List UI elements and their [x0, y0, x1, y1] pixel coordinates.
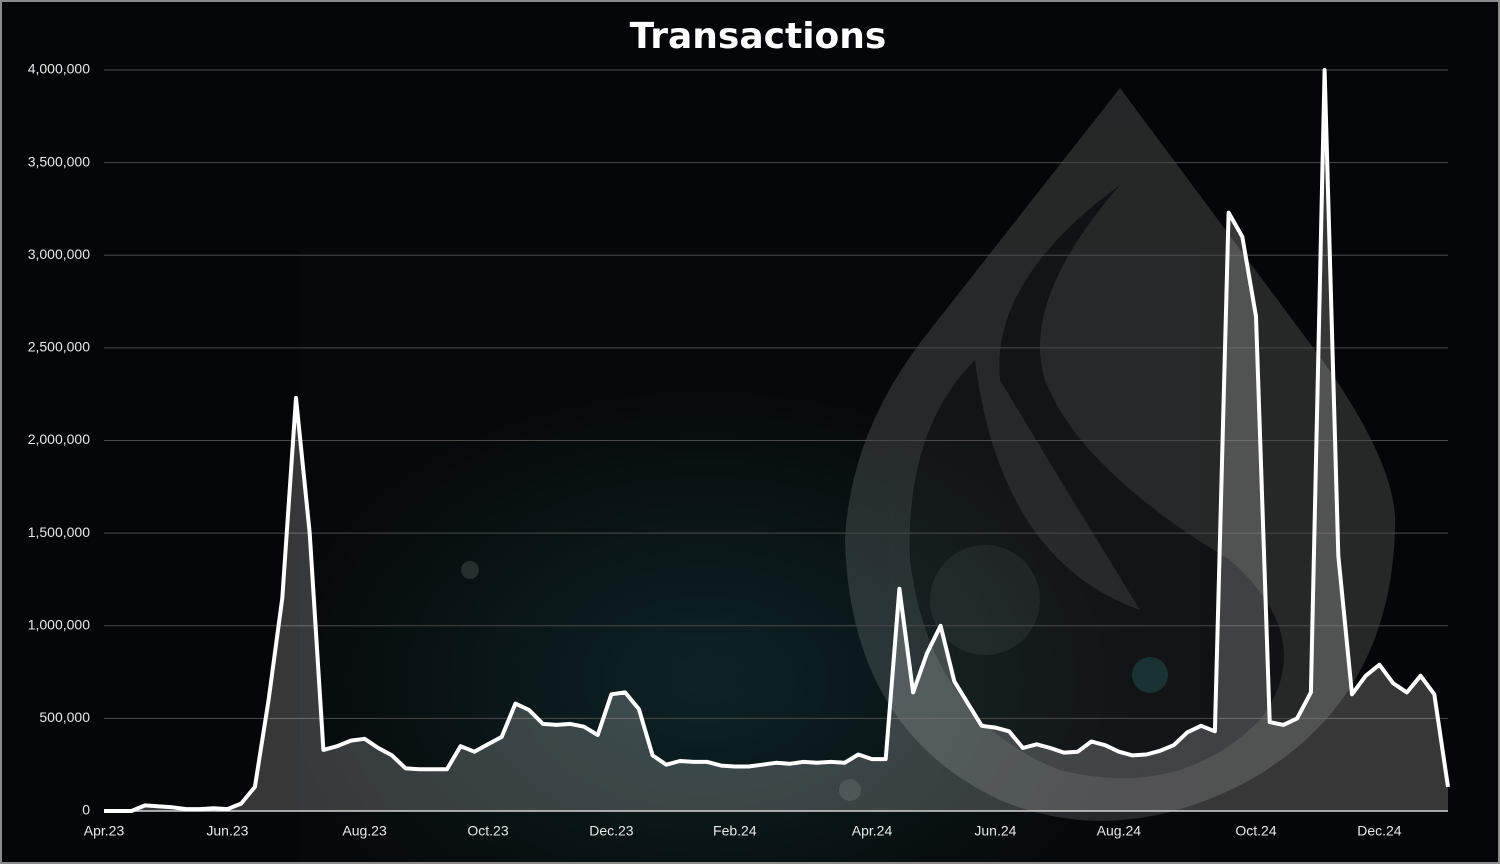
x-tick-label: Apr.23: [84, 823, 125, 839]
y-tick-label: 4,000,000: [28, 61, 90, 77]
y-tick-label: 0: [82, 802, 90, 818]
x-tick-label: Oct.23: [467, 823, 508, 839]
y-tick-label: 1,500,000: [28, 524, 90, 540]
x-tick-label: Jun.24: [974, 823, 1016, 839]
y-tick-label: 1,000,000: [28, 616, 90, 632]
x-tick-label: Oct.24: [1235, 823, 1276, 839]
y-tick-label: 2,000,000: [28, 431, 90, 447]
chart-title: Transactions: [630, 16, 887, 57]
decor-bubble: [461, 561, 479, 579]
line: [104, 68, 1450, 813]
decor-bubble: [839, 779, 861, 801]
x-tick-label: Feb.24: [713, 823, 757, 839]
decor-bubble: [930, 545, 1040, 655]
y-tick-label: 3,000,000: [28, 246, 90, 262]
y-tick-label: 3,500,000: [28, 153, 90, 169]
x-tick-label: Aug.23: [342, 823, 387, 839]
area: [104, 70, 1448, 811]
watermark-logo: [845, 88, 1396, 821]
decor-bubble: [1132, 657, 1168, 693]
x-tick-label: Apr.24: [852, 823, 893, 839]
x-tick-label: Aug.24: [1097, 823, 1142, 839]
y-tick-label: 500,000: [39, 709, 90, 725]
x-tick-label: Jun.23: [206, 823, 248, 839]
x-tick-label: Dec.23: [589, 823, 634, 839]
x-tick-label: Dec.24: [1357, 823, 1402, 839]
y-tick-label: 2,500,000: [28, 339, 90, 355]
